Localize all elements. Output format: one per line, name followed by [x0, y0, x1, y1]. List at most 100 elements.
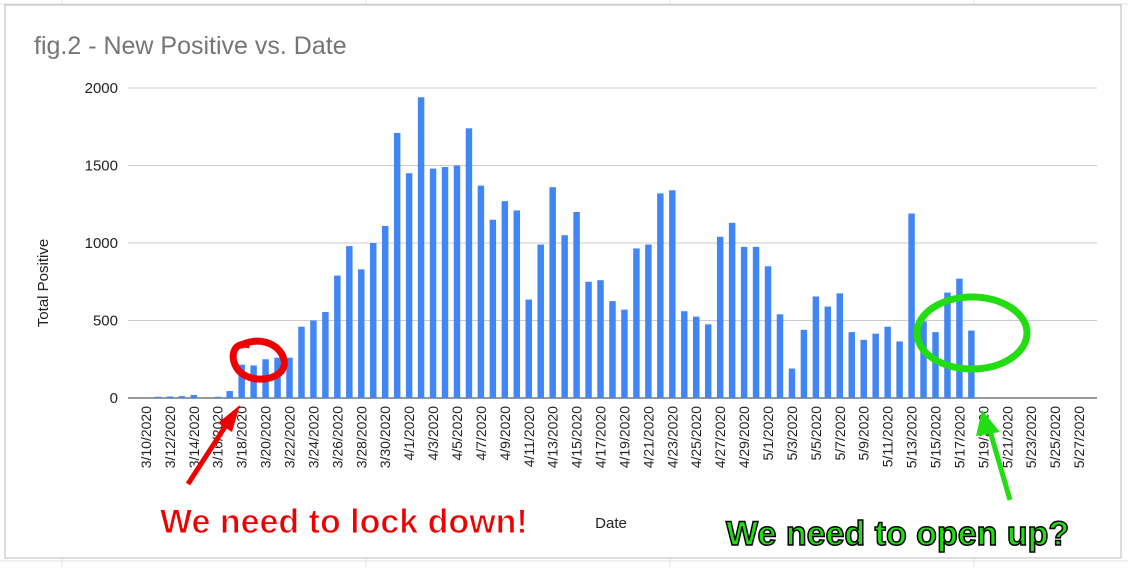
x-tick-label: 5/13/2020: [904, 406, 920, 468]
x-tick-label: 5/25/2020: [1047, 406, 1063, 468]
x-tick-label: 3/18/2020: [234, 406, 250, 468]
bar: [154, 396, 162, 398]
bar: [393, 132, 401, 398]
chart-title: fig.2 - New Positive vs. Date: [34, 32, 347, 60]
bar: [226, 391, 233, 398]
x-tick-label: 3/14/2020: [186, 406, 202, 468]
x-tick-label: 3/10/2020: [138, 406, 154, 468]
bar: [573, 212, 580, 398]
bar: [932, 332, 939, 398]
bar: [489, 219, 497, 398]
x-tick-label: 4/27/2020: [712, 406, 728, 468]
x-tick-label: 5/9/2020: [856, 406, 872, 461]
bar: [370, 243, 377, 398]
bar: [968, 330, 975, 398]
green-arrow: [985, 423, 1013, 501]
y-tick-label: 1500: [85, 158, 118, 175]
x-tick-label: 5/3/2020: [784, 406, 800, 461]
bar: [621, 309, 628, 398]
x-tick-label: 4/29/2020: [736, 406, 752, 468]
bar: [956, 278, 963, 398]
bar: [358, 269, 365, 398]
bar: [716, 236, 724, 398]
x-tick-label: 3/20/2020: [258, 406, 274, 468]
bar: [752, 246, 760, 398]
bar: [609, 301, 616, 398]
x-tick-label: 4/19/2020: [616, 406, 632, 468]
x-tick-label: 5/11/2020: [880, 406, 896, 467]
bar: [513, 210, 521, 398]
annotation: We need to open up?: [726, 515, 1069, 553]
x-tick-label: 4/9/2020: [497, 406, 513, 461]
x-tick-label: 5/17/2020: [951, 406, 967, 468]
x-tick-label: 4/7/2020: [473, 406, 489, 461]
x-tick-label: 4/17/2020: [593, 406, 609, 468]
bar: [585, 281, 592, 398]
bar: [561, 235, 568, 398]
x-tick-label: 5/27/2020: [1071, 406, 1087, 468]
y-tick-label: 1000: [85, 235, 118, 252]
x-tick-label: 5/5/2020: [808, 406, 824, 461]
x-tick-label: 5/23/2020: [1023, 406, 1039, 468]
x-tick-label: 5/15/2020: [928, 406, 944, 468]
bar: [238, 364, 245, 398]
bar: [776, 314, 784, 398]
bar: [190, 394, 198, 398]
x-tick-label: 3/12/2020: [162, 406, 178, 468]
bar: [214, 396, 221, 398]
bar: [465, 128, 473, 399]
x-tick-label: 3/30/2020: [377, 406, 393, 468]
bar: [453, 165, 461, 398]
y-tick-label: 0: [110, 390, 118, 407]
green-circle: [913, 293, 1031, 373]
red-arrow: [185, 414, 235, 486]
bar: [896, 341, 903, 398]
x-tick-label: 3/22/2020: [282, 406, 298, 468]
bar: [441, 167, 449, 398]
x-tick-label: 4/13/2020: [545, 406, 561, 468]
bar: [549, 187, 556, 398]
bar: [860, 339, 867, 398]
bar: [346, 246, 353, 398]
bar: [812, 296, 820, 398]
bar: [525, 299, 532, 398]
x-axis-label: Date: [595, 515, 627, 532]
bar: [788, 368, 796, 398]
bar: [537, 244, 544, 398]
x-tick-label: 5/7/2020: [832, 406, 848, 461]
x-tick-label: 4/1/2020: [401, 406, 417, 461]
bar: [477, 185, 485, 398]
x-tick-label: 5/21/2020: [999, 406, 1015, 468]
bar: [322, 311, 329, 398]
bar: [800, 329, 808, 398]
bar: [286, 357, 293, 398]
bar: [178, 396, 186, 398]
x-tick-label: 4/21/2020: [640, 406, 656, 468]
bar: [944, 292, 951, 398]
y-axis-label: Total Positive: [35, 239, 52, 327]
bar: [740, 246, 748, 398]
bar: [669, 190, 676, 398]
x-tick-label: 3/24/2020: [305, 406, 321, 468]
x-tick-label: 4/11/2020: [521, 406, 537, 467]
bar: [704, 324, 712, 398]
bar: [501, 201, 509, 398]
x-tick-label: 4/5/2020: [449, 406, 465, 461]
bar: [764, 266, 772, 398]
x-tick-label: 5/1/2020: [760, 406, 776, 461]
bar: [405, 173, 413, 398]
annotations: We need to lock down! We need to open up…: [160, 293, 1070, 554]
x-tick-label: 4/15/2020: [569, 406, 585, 468]
green-arrowhead: [976, 410, 1000, 436]
bar: [693, 316, 700, 398]
bar: [848, 332, 855, 398]
bar: [429, 168, 437, 398]
bar: [728, 222, 736, 398]
bar: [920, 321, 927, 398]
bar: [681, 311, 688, 398]
bar: [310, 320, 317, 398]
bar: [334, 275, 341, 398]
bar: [657, 193, 664, 398]
